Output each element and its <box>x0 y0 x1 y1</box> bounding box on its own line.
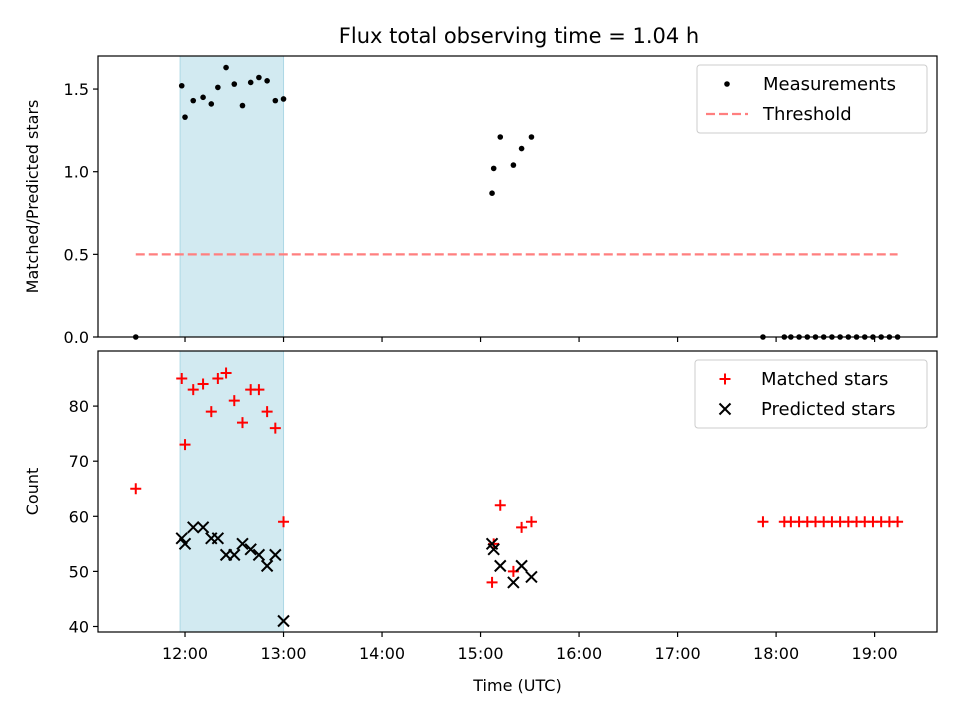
matched-star-point <box>269 422 281 434</box>
measurement-point <box>280 96 287 102</box>
predicted-star-point <box>487 543 500 556</box>
chart-title: Flux total observing time = 1.04 h <box>339 24 699 48</box>
predicted-star-point <box>178 537 192 551</box>
predicted-star-point <box>525 570 538 584</box>
measurement-point <box>264 77 270 84</box>
matched-star-point <box>525 516 537 528</box>
matched-star-point <box>278 516 290 528</box>
legend-matched-marker <box>719 373 731 385</box>
matched-star-point <box>892 516 904 528</box>
measurement-point <box>215 84 221 91</box>
matched-star-point <box>205 406 217 418</box>
matched-star-point <box>486 576 498 588</box>
observing-span <box>179 350 285 633</box>
matched-star-point <box>236 417 248 429</box>
measurement-point <box>178 82 185 89</box>
x-tick-label: 17:00 <box>655 644 701 663</box>
predicted-star-point <box>260 559 274 573</box>
y-tick-label: 1.5 <box>64 80 89 99</box>
measurement-point <box>490 165 497 172</box>
measurement-point <box>200 94 206 101</box>
predicted-star-point <box>252 548 266 562</box>
measurement-point <box>223 64 229 71</box>
y-axis-label: Count <box>23 468 42 516</box>
predicted-star-point <box>187 521 200 534</box>
measurement-point <box>510 162 517 168</box>
y-axis-label: Matched/Predicted stars <box>23 100 42 294</box>
y-tick-label: 0.5 <box>64 245 89 264</box>
matched-star-point <box>253 384 265 396</box>
legend-box <box>696 64 928 134</box>
legend-measurement-marker <box>724 81 730 87</box>
legend-label: Matched stars <box>761 369 888 390</box>
bottom-panel: 40 50 60 70 80 12:00 13:00 14:00 15:00 16:00 17:00… <box>23 350 938 695</box>
x-tick-label: 16:00 <box>556 644 602 663</box>
legend-predicted-marker <box>718 402 732 416</box>
legend-label: Threshold <box>762 104 852 125</box>
matched-star-point <box>130 483 142 495</box>
predicted-star-point <box>228 548 241 562</box>
y-tick-label: 0.0 <box>64 328 89 347</box>
axes-frame <box>97 350 938 633</box>
matched-star-point <box>220 367 232 379</box>
y-tick-label: 60 <box>69 507 89 526</box>
measurement-point <box>190 97 197 104</box>
top-panel: 0.0 0.5 1.0 1.5 Matched/Predicted stars Measu… <box>23 55 938 347</box>
measurement-point <box>489 190 495 196</box>
matched-star-point <box>516 521 528 533</box>
measurement-point <box>272 97 279 104</box>
matched-star-point <box>187 384 199 396</box>
predicted-star-point <box>269 548 282 562</box>
matched-star-point <box>197 378 209 390</box>
y-tick-label: 40 <box>69 617 89 636</box>
measurement-point <box>497 134 504 140</box>
y-tick-label: 50 <box>69 562 89 581</box>
x-tick-label: 13:00 <box>260 644 306 663</box>
x-tick-label: 15:00 <box>458 644 504 663</box>
matched-star-point <box>176 373 188 385</box>
measurement-point <box>247 79 254 86</box>
matched-star-point <box>228 395 240 407</box>
measurement-point <box>182 114 188 120</box>
matched-star-point <box>488 538 500 550</box>
predicted-star-point <box>494 559 507 573</box>
legend-box <box>694 359 928 429</box>
matched-star-point <box>494 499 506 511</box>
predicted-star-point <box>515 559 528 573</box>
legend-label: Predicted stars <box>761 399 895 420</box>
x-axis-label: Time (UTC) <box>472 676 561 695</box>
predicted-star-point <box>211 532 225 545</box>
x-tick-label: 12:00 <box>162 644 208 663</box>
legend-label: Measurements <box>763 74 896 95</box>
legend: Measurements Threshold <box>696 64 928 134</box>
measurement-point <box>518 145 525 152</box>
measurement-point <box>208 101 215 107</box>
matched-star-point <box>261 406 273 418</box>
legend: Matched stars Predicted stars <box>694 359 928 429</box>
y-tick-label: 1.0 <box>64 163 89 182</box>
predicted-star-point <box>277 614 290 628</box>
measurement-point <box>239 102 246 109</box>
predicted-star-point <box>236 537 249 551</box>
predicted-star-point <box>196 521 210 534</box>
y-tick-label: 70 <box>69 452 89 471</box>
predicted-star-point <box>244 543 257 556</box>
matched-star-point <box>757 516 769 528</box>
x-tick-label: 14:00 <box>359 644 405 663</box>
matched-star-point <box>179 439 191 451</box>
x-tick-label: 18:00 <box>753 644 799 663</box>
measurement-point <box>528 134 535 140</box>
axes-frame <box>97 55 938 338</box>
matched-star-point <box>212 373 224 385</box>
observing-span <box>179 55 285 338</box>
predicted-star-point <box>507 576 520 589</box>
measurement-point <box>231 81 238 87</box>
y-tick-label: 80 <box>69 397 89 416</box>
measurement-point <box>256 74 262 81</box>
predicted-star-point <box>175 532 188 545</box>
x-tick-label: 19:00 <box>852 644 898 663</box>
